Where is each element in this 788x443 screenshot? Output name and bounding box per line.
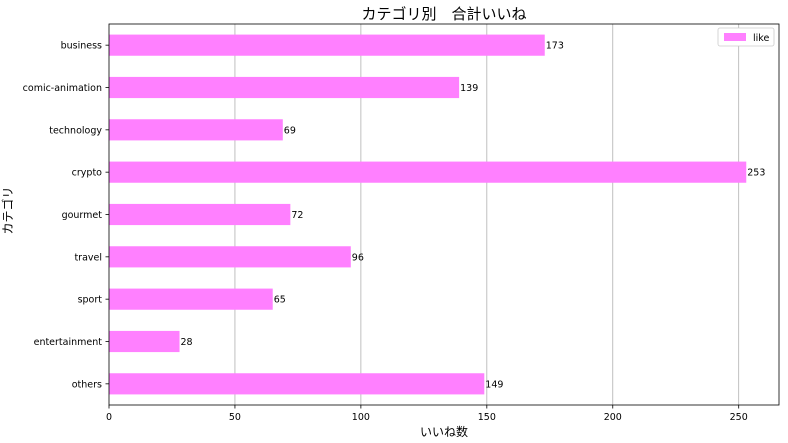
bar xyxy=(109,203,291,226)
bar xyxy=(109,288,273,310)
bar xyxy=(109,330,180,353)
legend-label: like xyxy=(753,33,769,44)
legend-swatch xyxy=(724,33,746,41)
bar xyxy=(109,161,747,183)
bar xyxy=(109,76,460,99)
x-tick-label: 150 xyxy=(478,412,496,423)
y-tick-label: others xyxy=(72,379,102,390)
y-axis: business comic-animation technology crypto g… xyxy=(23,41,109,390)
data-label: 149 xyxy=(485,379,503,390)
y-tick-label: entertainment xyxy=(34,337,103,348)
data-label: 65 xyxy=(274,295,286,306)
x-axis-title: いいね数 xyxy=(420,424,468,439)
y-tick-label: comic-animation xyxy=(23,83,102,94)
data-label: 72 xyxy=(291,210,303,221)
y-tick-label: travel xyxy=(74,252,102,263)
y-axis-title: カテゴリ xyxy=(0,186,15,234)
y-tick-label: technology xyxy=(49,125,102,136)
data-label: 28 xyxy=(181,337,193,348)
bar xyxy=(109,373,485,395)
data-label: 173 xyxy=(546,41,564,52)
x-tick-label: 50 xyxy=(229,412,241,423)
x-tick-label: 0 xyxy=(106,412,112,423)
bar xyxy=(109,246,351,268)
data-label: 139 xyxy=(460,83,478,94)
bars: 173 139 69 253 72 96 65 28 149 xyxy=(109,34,765,395)
x-axis: 0 50 100 150 200 250 xyxy=(106,405,748,423)
x-tick-label: 250 xyxy=(730,412,748,423)
bar xyxy=(109,34,545,56)
data-label: 69 xyxy=(284,125,296,136)
bar xyxy=(109,119,283,141)
y-tick-label: gourmet xyxy=(62,210,103,221)
y-tick-label: sport xyxy=(78,295,103,306)
data-label: 96 xyxy=(352,252,364,263)
y-tick-label: crypto xyxy=(72,168,103,179)
data-label: 253 xyxy=(747,168,765,179)
legend: like xyxy=(717,27,775,47)
chart-title: カテゴリ別 合計いいね xyxy=(361,5,526,23)
x-tick-label: 200 xyxy=(604,412,622,423)
y-tick-label: business xyxy=(61,41,102,52)
x-tick-label: 100 xyxy=(352,412,370,423)
